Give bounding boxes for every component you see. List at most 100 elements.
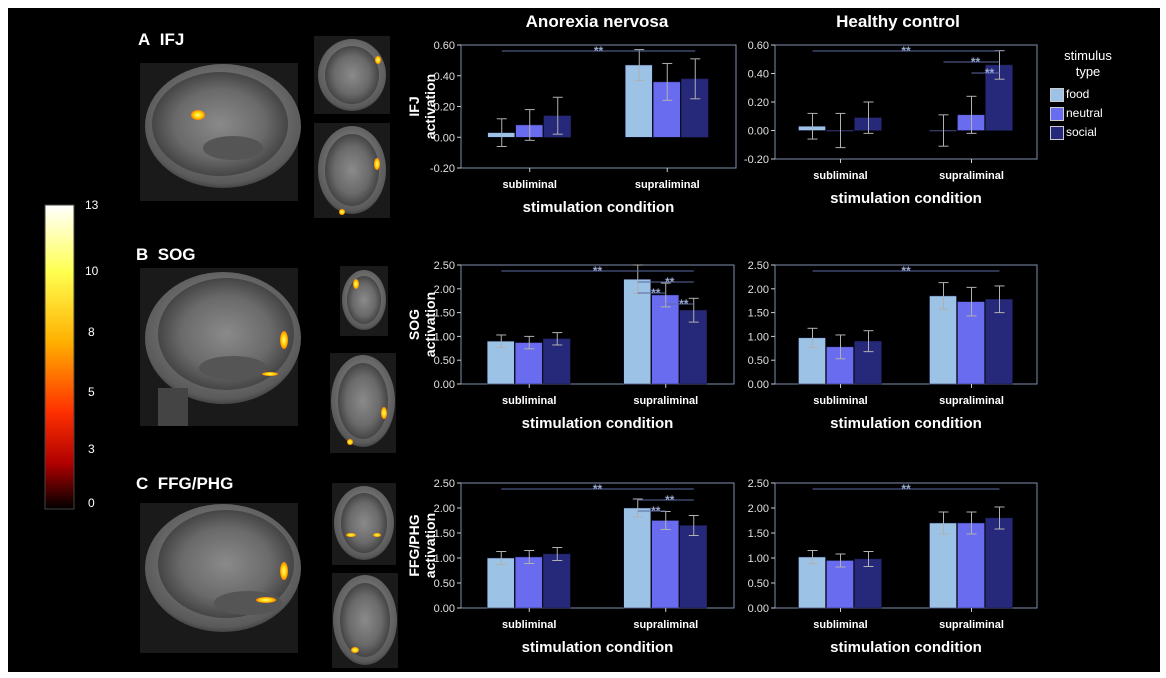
bar-social: [985, 517, 1013, 609]
colorbar-tick: 5: [88, 385, 95, 399]
figure-panel: A IFJ B SOG C FFG/PHG 13 10 8 5 3 0 Anor…: [8, 8, 1160, 672]
y-tick-label: 0.40: [748, 69, 769, 81]
y-tick-label: 0.00: [434, 132, 455, 144]
x-tick-label: subliminal: [503, 179, 557, 191]
bar-social: [679, 525, 707, 609]
bar-neutral: [651, 294, 679, 385]
significance-marker: **: [679, 297, 689, 311]
y-axis-label: SOGactivation: [406, 292, 438, 357]
y-tick-label: 0.00: [434, 603, 455, 615]
y-tick-label: 0.50: [434, 578, 455, 590]
bar-social: [543, 338, 571, 385]
bar-neutral: [651, 520, 679, 609]
x-tick-label: subliminal: [813, 395, 867, 407]
y-tick-label: 2.50: [434, 260, 455, 272]
x-tick-label: supraliminal: [635, 179, 700, 191]
legend-label-social: social: [1066, 125, 1097, 139]
x-axis-label: stimulation condition: [523, 199, 675, 216]
legend-title: stimulus type: [1064, 48, 1112, 79]
legend-label-neutral: neutral: [1066, 106, 1103, 120]
x-tick-label: subliminal: [813, 619, 867, 631]
y-tick-label: 0.00: [748, 603, 769, 615]
x-axis-label: stimulation condition: [830, 415, 982, 432]
y-tick-label: 1.50: [748, 528, 769, 540]
y-tick-label: -0.20: [430, 163, 455, 175]
colorbar-tick: 8: [88, 325, 95, 339]
significance-marker: **: [665, 493, 675, 507]
plot-frame: [460, 264, 735, 385]
panel-label-c: C FFG/PHG: [136, 474, 234, 493]
x-tick-label: supraliminal: [633, 619, 698, 631]
y-axis-label: IFJactivation: [406, 74, 438, 139]
x-axis-label: stimulation condition: [830, 639, 982, 656]
significance-marker: **: [593, 482, 603, 496]
y-tick-label: 0.00: [748, 126, 769, 138]
panel-label-b: B SOG: [136, 245, 196, 264]
axial-slice-ifj: [314, 123, 390, 218]
significance-marker: **: [901, 44, 911, 58]
bar-food: [623, 279, 651, 385]
colorbar-tick: 0: [88, 496, 95, 510]
bar-social: [543, 553, 571, 609]
y-tick-label: 0.00: [748, 379, 769, 391]
y-tick-label: 2.00: [748, 503, 769, 515]
x-tick-label: subliminal: [813, 170, 867, 182]
sagittal-slice-ifj: [140, 63, 301, 201]
x-tick-label: supraliminal: [939, 395, 1004, 407]
bar-neutral: [826, 560, 854, 609]
bar-neutral: [957, 522, 985, 609]
colorbar-tick: 13: [85, 198, 99, 212]
plot-frame: [460, 482, 735, 609]
y-tick-label: 0.50: [748, 355, 769, 367]
y-tick-label: 1.00: [434, 331, 455, 343]
y-tick-label: 1.50: [748, 308, 769, 320]
y-tick-label: 0.50: [434, 355, 455, 367]
y-tick-label: 0.00: [434, 379, 455, 391]
significance-marker: **: [593, 264, 603, 278]
x-tick-label: subliminal: [502, 619, 556, 631]
legend-swatch-neutral: [1050, 107, 1064, 121]
y-tick-label: 2.00: [434, 503, 455, 515]
sagittal-slice-sog: [140, 268, 301, 426]
significance-marker: **: [901, 482, 911, 496]
y-tick-label: 2.50: [434, 478, 455, 490]
bar-food: [487, 340, 515, 385]
y-tick-label: 0.20: [434, 102, 455, 114]
significance-marker: **: [651, 504, 661, 518]
x-tick-label: subliminal: [502, 395, 556, 407]
y-tick-label: 0.60: [434, 40, 455, 52]
y-tick-label: 1.00: [748, 331, 769, 343]
significance-marker: **: [971, 55, 981, 69]
y-tick-label: 0.60: [748, 40, 769, 52]
colorbar: [44, 204, 75, 510]
plot-frame: [774, 482, 1038, 609]
bar-neutral: [515, 556, 543, 609]
column-title-healthy: Healthy control: [836, 12, 960, 31]
y-tick-label: 0.50: [748, 578, 769, 590]
axial-slice-sog: [330, 353, 396, 453]
colorbar-tick: 10: [85, 264, 99, 278]
significance-marker: **: [594, 44, 604, 58]
y-tick-label: 1.50: [434, 308, 455, 320]
colorbar-tick: 3: [88, 442, 95, 456]
bar-food: [487, 557, 515, 609]
y-tick-label: 1.50: [434, 528, 455, 540]
significance-marker: **: [665, 275, 675, 289]
y-tick-label: 2.50: [748, 478, 769, 490]
significance-marker: **: [985, 66, 995, 80]
coronal-slice-sog: [340, 266, 388, 336]
legend-swatch-food: [1050, 88, 1064, 102]
y-tick-label: 2.00: [748, 284, 769, 296]
y-tick-label: 1.00: [748, 553, 769, 565]
y-tick-label: 0.40: [434, 71, 455, 83]
bar-food: [929, 295, 957, 385]
legend-swatch-social: [1050, 126, 1064, 140]
legend-label-food: food: [1066, 87, 1090, 101]
coronal-slice-ffg-phg: [332, 483, 396, 565]
bar-charts: -0.20 0.00 0.20 0.40 0.60 subliminal supralimi…: [406, 40, 1038, 656]
axial-slice-ffg-phg: [332, 573, 398, 668]
y-tick-label: 1.00: [434, 553, 455, 565]
y-tick-label: 2.00: [434, 284, 455, 296]
coronal-slice-ifj: [314, 36, 390, 114]
